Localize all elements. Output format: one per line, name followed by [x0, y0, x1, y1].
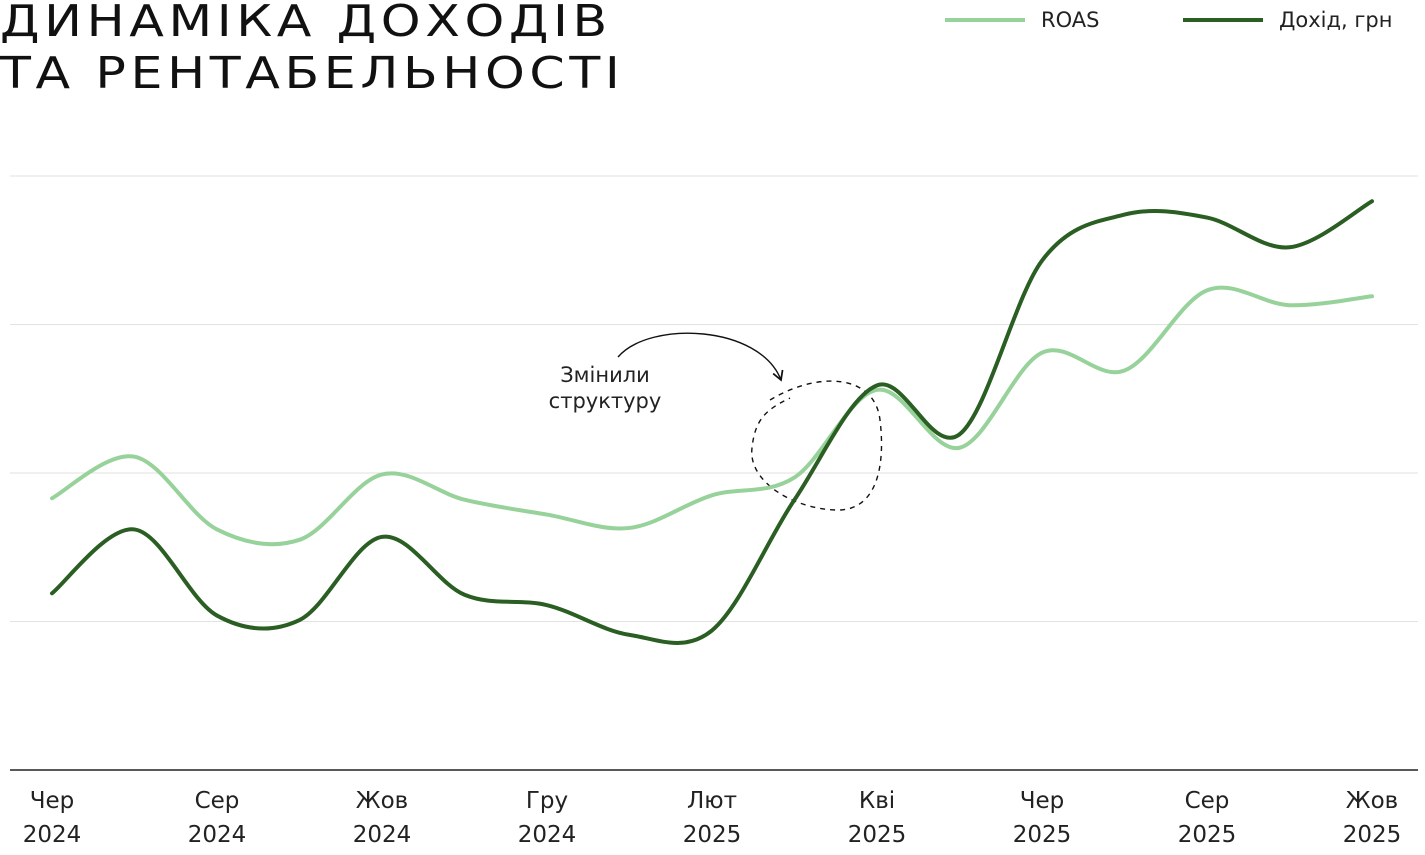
x-tick-label: Жов 2025 — [1342, 788, 1402, 848]
series-line — [50, 285, 1374, 547]
x-tick-label: Лют 2025 — [682, 788, 742, 848]
x-tick-label: Гру 2024 — [517, 788, 577, 848]
annotation-arrow — [617, 332, 784, 382]
legend-swatch — [1183, 18, 1263, 22]
x-tick-label: Чер 2025 — [1012, 788, 1072, 848]
annotation-circle — [751, 380, 883, 511]
x-tick-label: Жов 2024 — [352, 788, 412, 848]
legend-item: ROAS — [945, 8, 1099, 32]
legend-swatch — [945, 18, 1025, 22]
x-tick-label: Чер 2024 — [22, 788, 82, 848]
x-tick-label: Сер 2025 — [1177, 788, 1237, 848]
series-line — [50, 199, 1374, 645]
legend-label: ROAS — [1041, 8, 1100, 32]
chart-title: ДИНАМІКА ДОХОДІВ ТА РЕНТАБЕЛЬНОСТІ — [0, 0, 625, 99]
annotation: Змінили структуру — [548, 363, 662, 413]
x-tick-label: Сер 2024 — [187, 788, 247, 848]
x-tick-label: Кві 2025 — [847, 788, 907, 848]
legend-label: Дохід, грн — [1279, 8, 1393, 32]
legend-item: Дохід, грн — [1183, 8, 1392, 32]
